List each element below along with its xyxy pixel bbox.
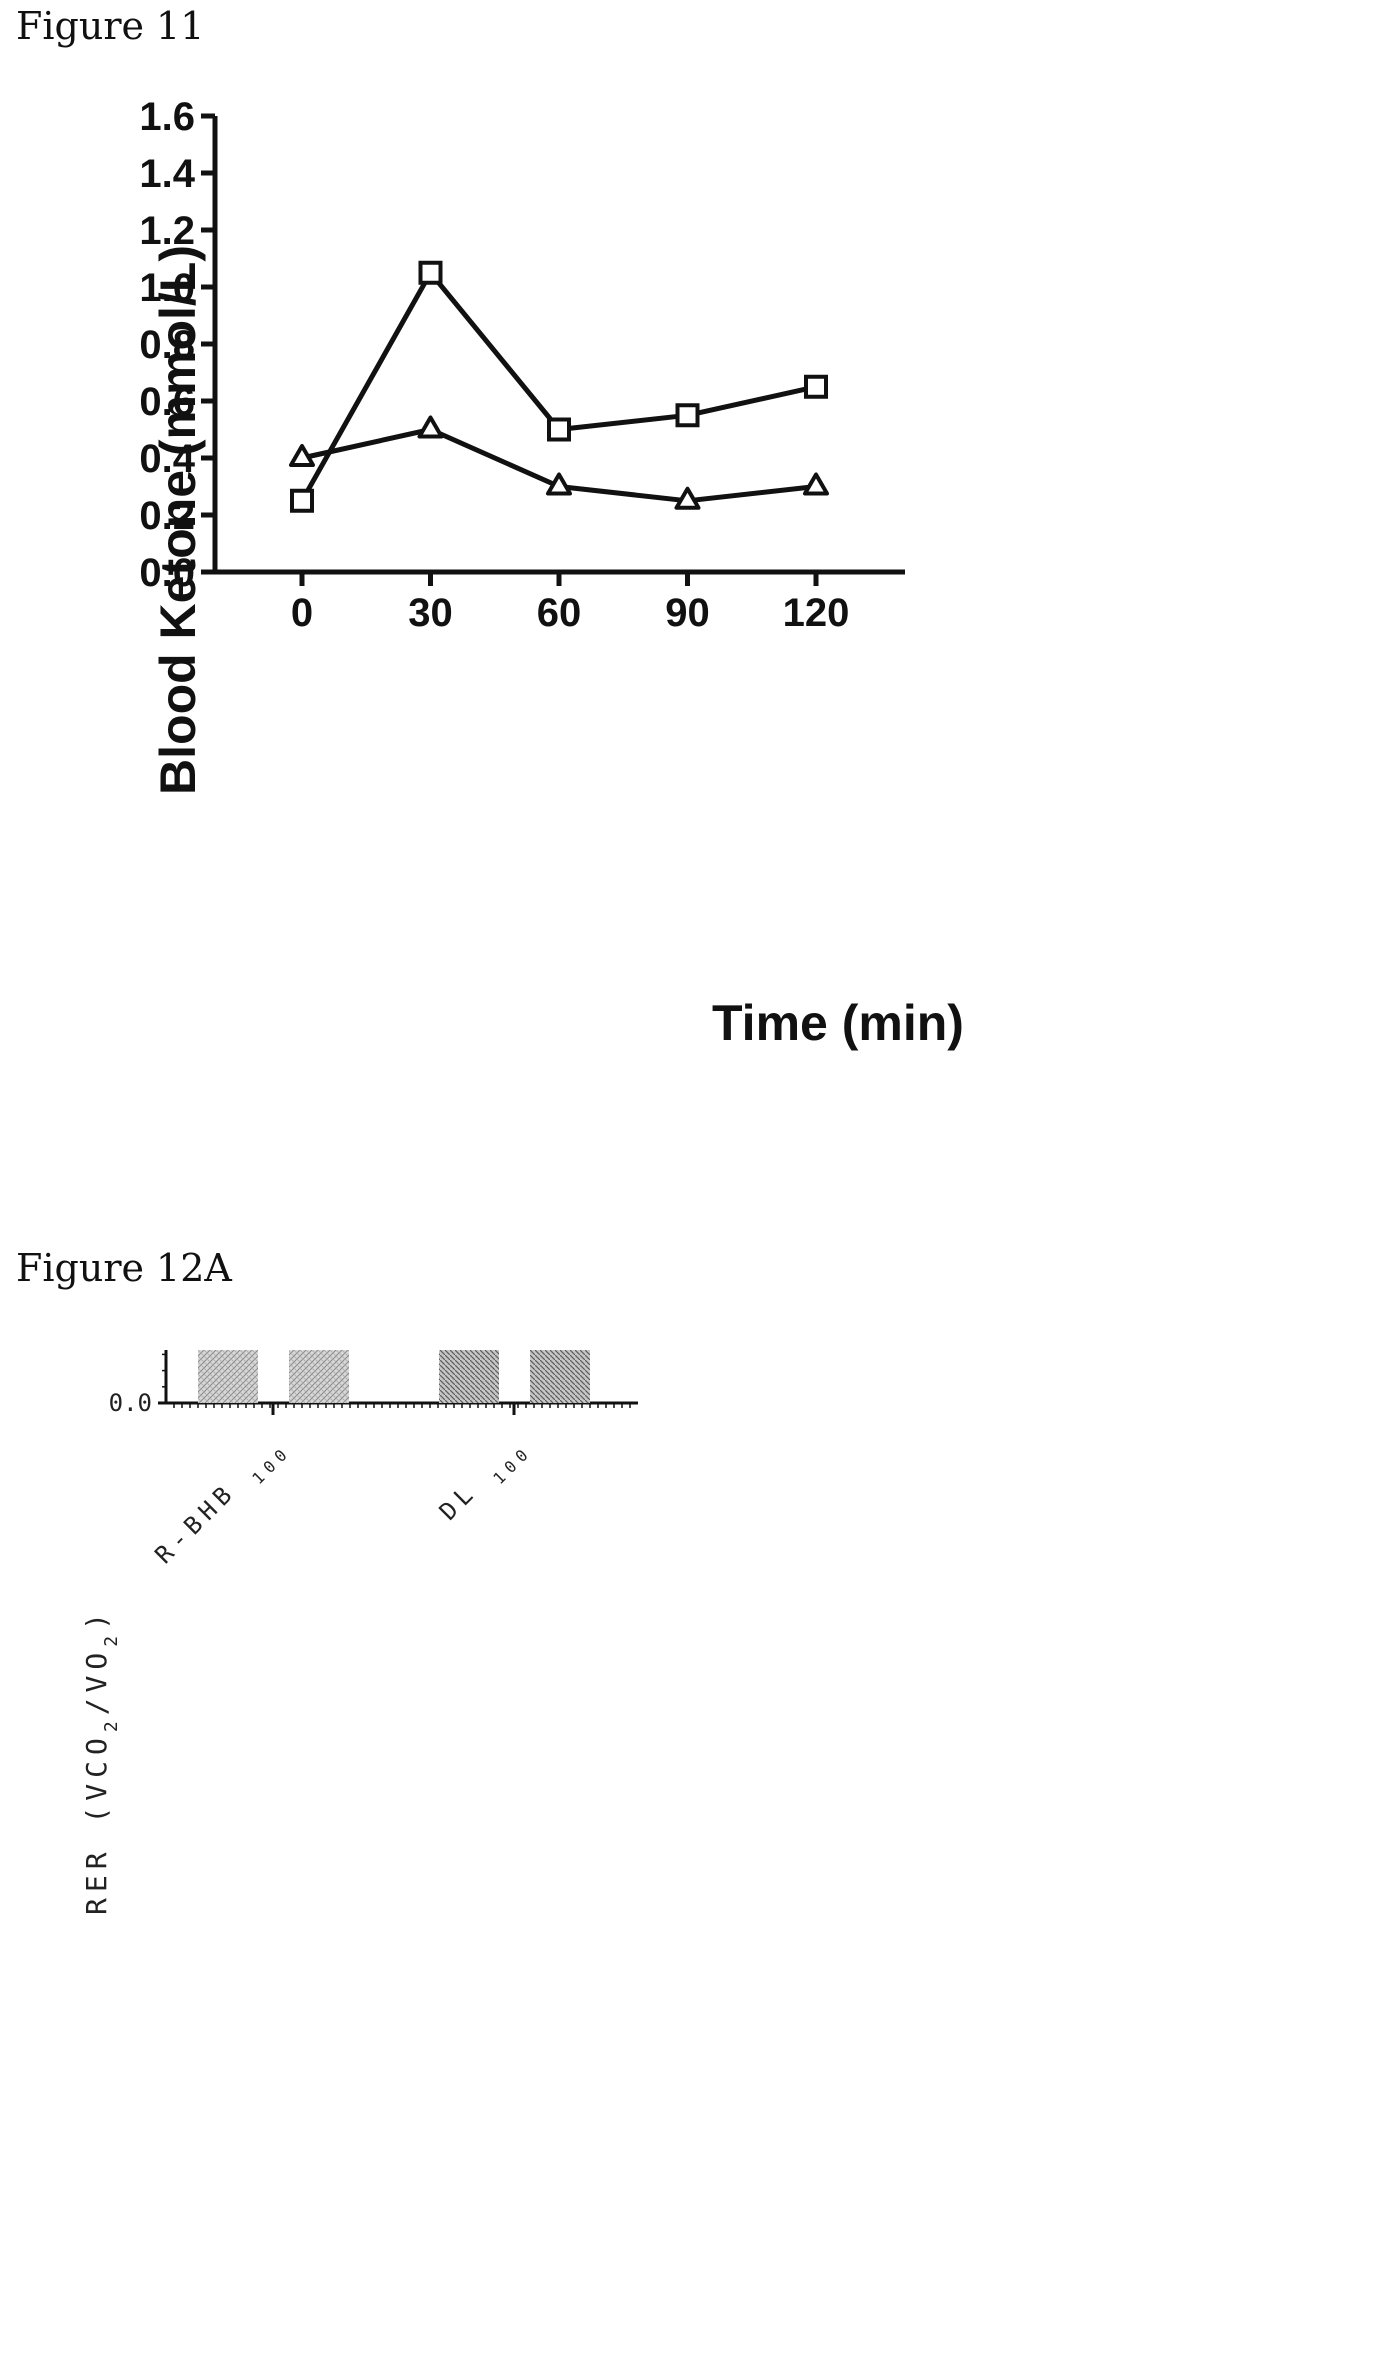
figure-12a-label: Figure 12A <box>16 1246 232 1290</box>
chart1-x-axis-label: Time (min) <box>712 995 964 1051</box>
chart1-y-axis-label: Blood Ketone (mmol/L) <box>150 245 206 795</box>
chart1-y-tick-label: 0.8 <box>139 323 195 367</box>
chart1-point-square <box>418 260 443 285</box>
chart2-category-label: DL 100 <box>434 1429 536 1531</box>
chart1-x-tick-label: 60 <box>537 591 582 635</box>
chart-figure-12a: RER (VCO2/VO2) 0.00.20.40.60.81.0R-BHB 1… <box>80 1350 638 1915</box>
chart2-bar <box>289 1350 349 1403</box>
chart1-point-triangle <box>417 415 444 439</box>
chart2-category-label: R-BHB 100 <box>150 1429 295 1574</box>
chart1-y-tick-label: 1.4 <box>139 152 195 196</box>
chart1-point-triangle <box>546 472 572 496</box>
chart-figure-11: Blood Ketone (mmol/L) Time (min) 0.0 0.2 0… <box>139 95 964 1051</box>
figure-11-label: Figure 11 <box>16 4 205 48</box>
chart1-point-triangle <box>674 486 701 510</box>
chart1-y-tick-label: 0.0 <box>139 551 195 595</box>
chart1-x-tick-label: 0 <box>291 591 313 635</box>
chart1-y-tick-label: 0.4 <box>139 437 195 481</box>
chart1-y-tick-label: 1.2 <box>139 209 195 253</box>
chart1-y-tick-label: 1.0 <box>139 266 195 310</box>
chart1-point-square <box>290 488 314 513</box>
chart1-y-tick-label: 0.2 <box>139 494 195 538</box>
chart2-bar <box>530 1350 590 1403</box>
chart2-bar <box>439 1350 499 1403</box>
chart1-point-square <box>804 374 828 399</box>
chart2-y-axis-label: RER (VCO2/VO2) <box>80 1607 122 1915</box>
chart1-x-tick-label: 120 <box>783 591 850 635</box>
chart2-bar <box>198 1350 258 1403</box>
chart1-x-tick-label: 30 <box>408 591 453 635</box>
chart1-point-triangle <box>289 444 315 467</box>
chart1-y-tick-label: 1.6 <box>139 95 195 139</box>
chart1-y-tick-label: 0.6 <box>139 380 195 424</box>
chart1-x-tick-label: 90 <box>665 591 710 635</box>
chart1-series-square-line <box>299 270 817 503</box>
chart1-point-square <box>675 403 700 428</box>
chart1-point-square <box>547 417 571 442</box>
chart1-point-triangle <box>803 472 829 496</box>
chart2-y-tick-label: 0.0 <box>109 1389 152 1417</box>
